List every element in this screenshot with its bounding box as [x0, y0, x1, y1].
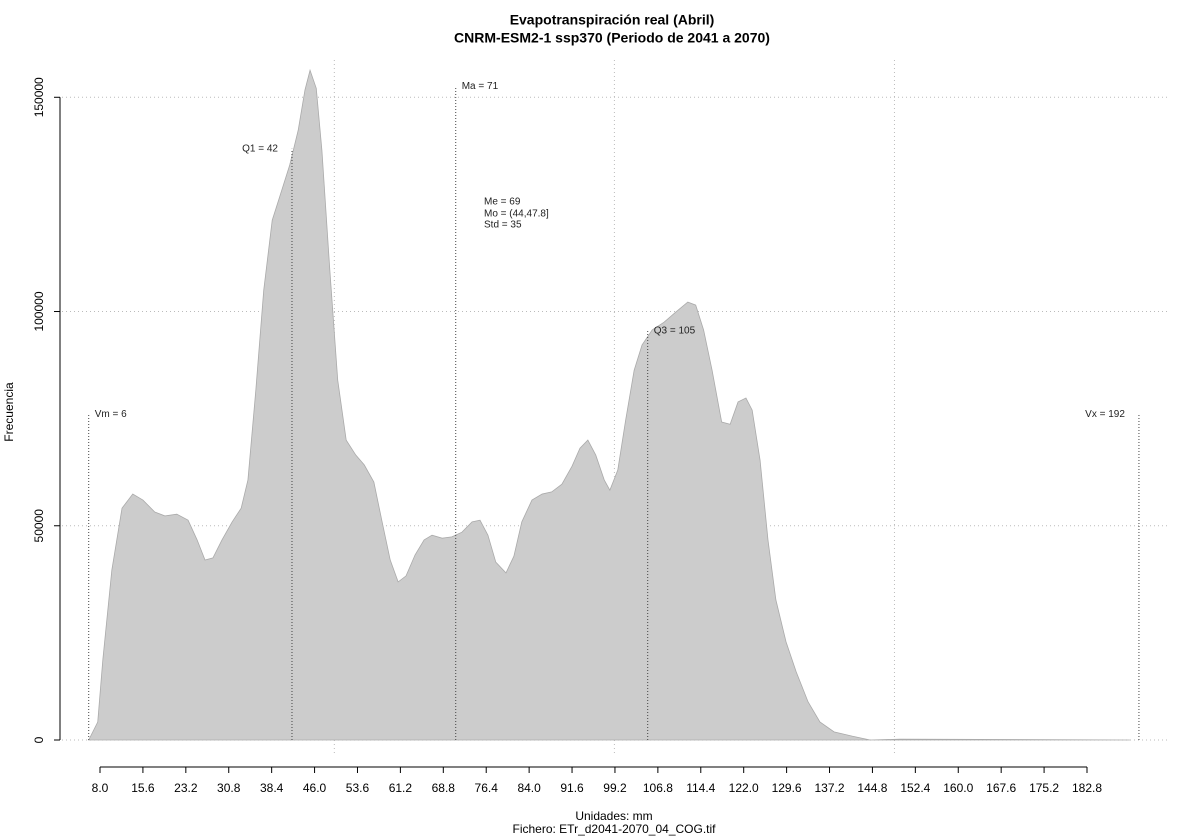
x-tick-label: 152.4	[900, 781, 930, 795]
reference-label: Q1 = 42	[242, 143, 278, 154]
x-tick-label: 84.0	[517, 781, 541, 795]
x-tick-label: 53.6	[346, 781, 370, 795]
x-tick-label: 76.4	[475, 781, 499, 795]
x-tick-label: 23.2	[174, 781, 198, 795]
x-tick-label: 68.8	[432, 781, 456, 795]
x-tick-label: 160.0	[943, 781, 973, 795]
density-area	[88, 68, 1130, 741]
x-tick-label: 30.8	[217, 781, 241, 795]
file-label: Fichero: ETr_d2041-2070_04_COG.tif	[513, 822, 717, 836]
y-tick-label: 0	[32, 736, 46, 743]
x-tick-label: 99.2	[603, 781, 627, 795]
x-tick-label: 8.0	[92, 781, 109, 795]
x-tick-label: 46.0	[303, 781, 327, 795]
x-tick-label: 137.2	[815, 781, 845, 795]
x-tick-label: 175.2	[1029, 781, 1059, 795]
stat-text: Mo = (44,47.8]	[484, 209, 549, 220]
x-tick-label: 167.6	[986, 781, 1016, 795]
x-tick-label: 122.0	[729, 781, 759, 795]
x-tick-label: 15.6	[131, 781, 155, 795]
x-tick-label: 106.8	[643, 781, 673, 795]
reference-label: Vx = 192	[1085, 409, 1125, 420]
reference-label: Ma = 71	[462, 81, 499, 92]
x-tick-label: 91.6	[560, 781, 584, 795]
x-tick-label: 144.8	[857, 781, 887, 795]
y-tick-label: 100000	[32, 291, 46, 331]
reference-label: Vm = 6	[95, 409, 127, 420]
x-tick-label: 182.8	[1072, 781, 1102, 795]
x-axis-label: Unidades: mm	[575, 809, 652, 823]
x-tick-label: 38.4	[260, 781, 284, 795]
reference-label: Q3 = 105	[654, 325, 696, 336]
x-tick-label: 61.2	[389, 781, 413, 795]
y-tick-label: 150000	[32, 77, 46, 117]
x-tick-label: 114.4	[686, 781, 715, 795]
y-axis-label: Frecuencia	[2, 382, 16, 442]
stat-text: Std = 35	[484, 220, 522, 231]
y-tick-label: 50000	[32, 509, 46, 543]
x-tick-label: 129.6	[772, 781, 802, 795]
chart-subtitle: CNRM-ESM2-1 ssp370 (Periodo de 2041 a 20…	[454, 30, 770, 46]
chart-title: Evapotranspiración real (Abril)	[510, 12, 715, 28]
stat-text: Me = 69	[484, 197, 521, 208]
